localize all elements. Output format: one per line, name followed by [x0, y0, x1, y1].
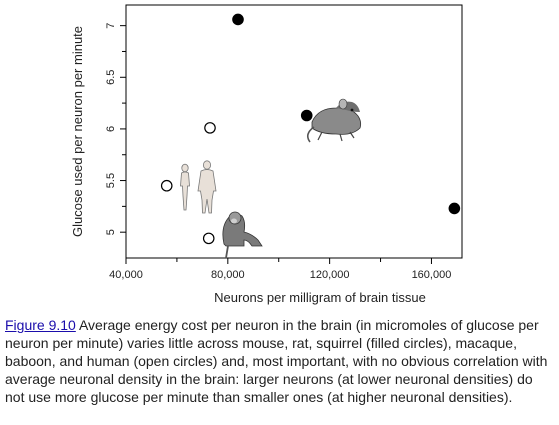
y-tick-label: 6.5	[105, 70, 117, 85]
monkey-illustration	[222, 211, 263, 259]
human-male-figure	[197, 160, 217, 214]
caption-text: Average energy cost per neuron in the br…	[5, 317, 548, 405]
figure-link[interactable]: Figure 9.10	[5, 317, 76, 333]
human-figures	[180, 160, 217, 214]
filled-data-point	[448, 202, 461, 215]
x-tick-label: 120,000	[310, 269, 350, 281]
y-tick-label: 5	[105, 229, 117, 235]
open-data-point	[160, 179, 173, 192]
x-axis-label: Neurons per milligram of brain tissue	[214, 290, 426, 305]
x-tick-label: 80,000	[211, 269, 245, 281]
y-tick-label: 5.5	[105, 173, 117, 188]
rat-illustration	[306, 98, 362, 143]
y-axis-label: Glucose used per neuron per minute	[70, 26, 85, 237]
human-female-figure	[180, 163, 190, 211]
x-tick-label: 160,000	[412, 269, 452, 281]
filled-data-point	[232, 13, 244, 26]
open-data-point	[204, 122, 216, 134]
y-tick-label: 6	[105, 126, 117, 132]
scatter-chart: 40,000 80,000 120,000 160,000 5 5.5 6 6.5 7 Neuro…	[70, 4, 463, 305]
figure-caption: Figure 9.10 Average energy cost per neur…	[5, 316, 553, 406]
filled-data-point	[300, 109, 313, 122]
y-tick-label: 7	[105, 23, 117, 29]
plot-frame	[125, 4, 463, 259]
x-tick-label: 40,000	[109, 269, 143, 281]
open-data-point	[202, 232, 215, 245]
